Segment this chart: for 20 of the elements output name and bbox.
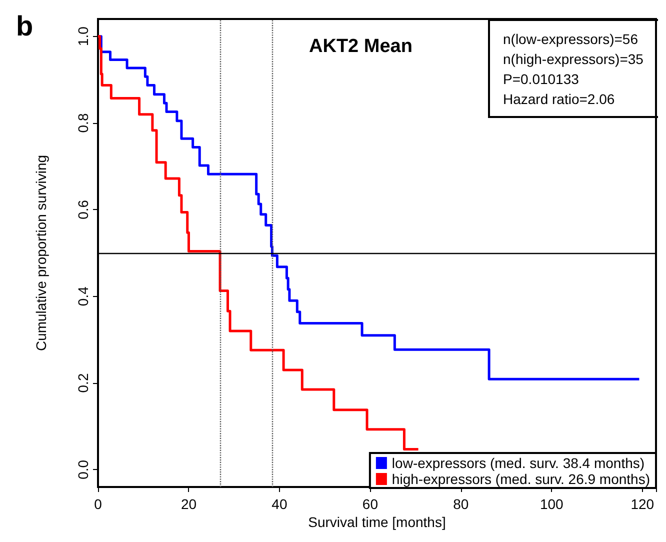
y-tick-label: 0.6 <box>75 200 91 220</box>
y-tick-label: 0.4 <box>75 286 91 306</box>
legend-label: low-expressors (med. surv. 38.4 months) <box>392 455 645 471</box>
x-tick-label: 0 <box>94 496 102 512</box>
annotation: n(low-expressors)=56 n(high-expressors)=35 P=0.010133 Hazard ratio=2.06 <box>503 31 644 107</box>
x-axis-title: Survival time [months] <box>308 514 446 530</box>
x-tick-label: 60 <box>362 496 378 512</box>
y-axis-title: Cumulative proportion surviving <box>33 154 49 352</box>
text: AKT2 Mean <box>309 36 412 57</box>
y-tick-label: 0.0 <box>75 460 91 480</box>
y-tick-label: 1.0 <box>75 26 91 46</box>
text: b <box>16 10 34 42</box>
legend-label: high-expressors (med. surv. 26.9 months) <box>392 471 650 487</box>
x-tick-label: 40 <box>272 496 288 512</box>
y-tick-label: 0.8 <box>75 113 91 133</box>
y-tick-label: 0.2 <box>75 373 91 393</box>
x-tick-label: 20 <box>180 496 197 512</box>
x-tick-label: 100 <box>540 496 564 512</box>
x-tick-label: 120 <box>630 496 654 512</box>
x-tick-label: 80 <box>453 496 469 512</box>
